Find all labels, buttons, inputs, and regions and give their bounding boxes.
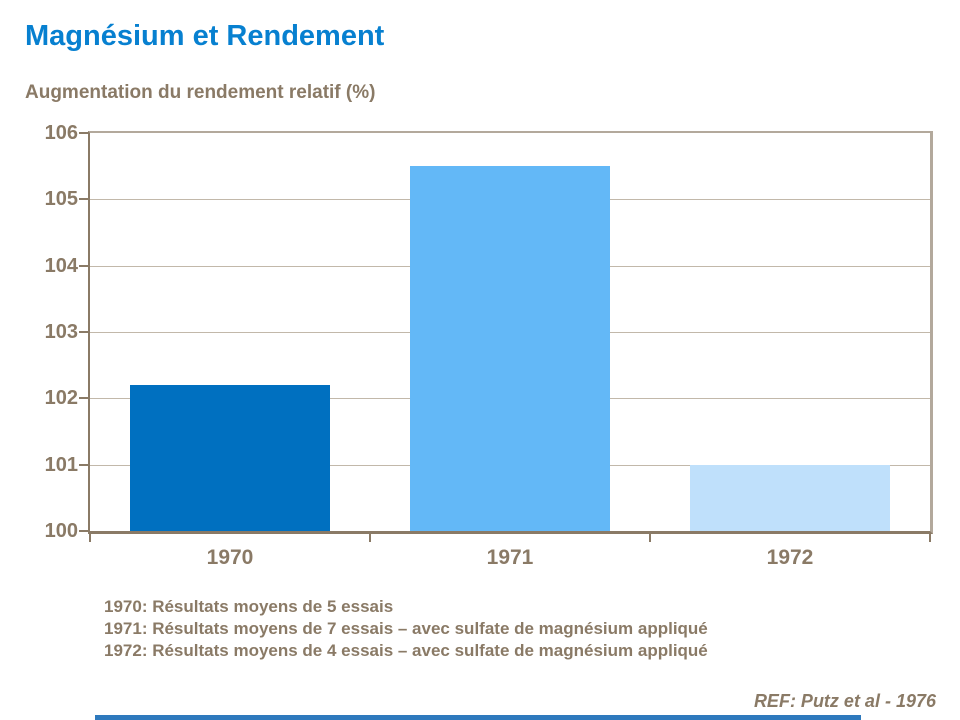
y-tick-label-106: 106 [44, 122, 78, 144]
plot-area [88, 131, 933, 534]
y-tick-label-101: 101 [44, 453, 78, 476]
x-axis-labels: 1970 1971 1972 [90, 546, 930, 576]
y-axis-labels: 100 101 102 103 104 105 106 [0, 122, 78, 542]
y-tick-mark [79, 264, 88, 267]
y-tick-mark [79, 397, 88, 400]
footnote-1970: 1970: Résultats moyens de 5 essais [104, 597, 394, 616]
x-tick-mark [89, 534, 91, 542]
x-tick-label-1970: 1970 [206, 546, 254, 569]
bar-1972 [690, 464, 890, 531]
reference-text: REF: Putz et al - 1976 [753, 691, 936, 711]
footnotes: 1970: Résultats moyens de 5 essais 1971:… [104, 596, 944, 662]
y-tick-label-102: 102 [44, 387, 78, 410]
y-tick-mark [79, 463, 88, 466]
x-tick-mark [369, 534, 371, 542]
y-tick-mark [79, 132, 88, 134]
y-tick-mark [79, 331, 88, 333]
x-tick-label-1972: 1972 [766, 546, 814, 569]
footnote-1972: 1972: Résultats moyens de 4 essais – ave… [104, 641, 708, 660]
x-tick-label-1971: 1971 [486, 546, 534, 569]
y-tick-label-104: 104 [44, 254, 78, 277]
footnote-1971: 1971: Résultats moyens de 7 essais – ave… [104, 619, 708, 638]
y-tick-label-100: 100 [44, 520, 78, 542]
x-tick-mark [929, 534, 931, 542]
chart-title: Augmentation du rendement relatif (%) [25, 82, 376, 103]
y-tick-mark [79, 530, 88, 532]
y-tick-label-105: 105 [44, 188, 78, 211]
y-tick-label-103: 103 [44, 321, 78, 343]
y-tick-mark [79, 198, 88, 201]
bar-1970 [130, 385, 330, 531]
page-title: Magnésium et Rendement [25, 20, 385, 52]
footer-accent-bar [95, 715, 861, 720]
x-tick-mark [649, 534, 651, 542]
bar-1971 [410, 166, 610, 531]
